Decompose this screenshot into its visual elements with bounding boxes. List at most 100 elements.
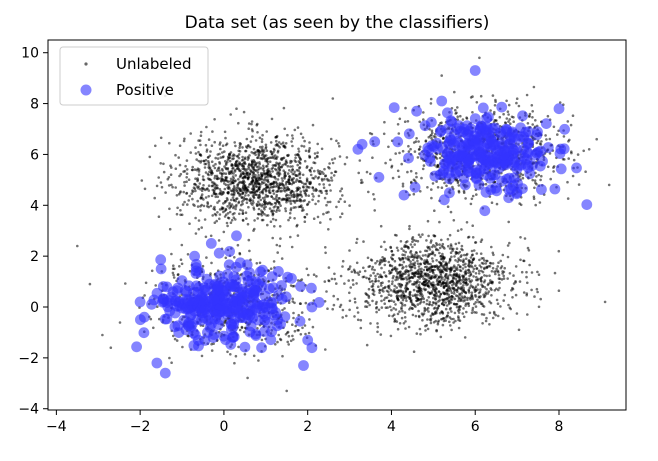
unlabeled-point: [430, 129, 434, 132]
unlabeled-point: [305, 267, 309, 271]
unlabeled-point: [205, 256, 208, 259]
unlabeled-point: [571, 174, 575, 178]
unlabeled-point: [371, 156, 374, 159]
unlabeled-point: [364, 305, 367, 308]
unlabeled-point: [313, 169, 316, 173]
unlabeled-point: [155, 184, 159, 188]
unlabeled-point: [263, 155, 266, 158]
unlabeled-point: [370, 259, 374, 262]
unlabeled-point: [356, 311, 360, 314]
unlabeled-point: [407, 273, 411, 276]
unlabeled-point: [182, 139, 186, 143]
unlabeled-point: [273, 157, 276, 160]
unlabeled-point: [213, 182, 217, 186]
unlabeled-point: [290, 193, 293, 197]
unlabeled-point: [484, 319, 488, 323]
unlabeled-point: [406, 120, 410, 123]
unlabeled-point: [206, 177, 210, 180]
unlabeled-point: [461, 312, 465, 315]
unlabeled-point: [257, 196, 261, 200]
unlabeled-point: [471, 308, 474, 312]
unlabeled-point: [459, 265, 462, 269]
unlabeled-point: [229, 189, 233, 192]
unlabeled-point: [480, 265, 483, 269]
unlabeled-point: [525, 93, 529, 97]
unlabeled-point: [295, 193, 299, 196]
unlabeled-point: [214, 187, 218, 190]
unlabeled-point: [434, 297, 437, 301]
unlabeled-point: [402, 322, 406, 325]
unlabeled-point: [307, 149, 311, 152]
unlabeled-point: [422, 274, 425, 278]
unlabeled-point: [552, 125, 556, 129]
unlabeled-point: [394, 278, 397, 282]
unlabeled-point: [292, 193, 295, 197]
unlabeled-point: [462, 279, 466, 282]
unlabeled-point: [432, 276, 436, 279]
unlabeled-point: [190, 168, 194, 172]
unlabeled-point: [424, 329, 427, 332]
unlabeled-point: [273, 154, 277, 157]
unlabeled-point: [332, 303, 336, 307]
unlabeled-point: [250, 180, 253, 184]
unlabeled-point: [473, 287, 477, 290]
unlabeled-point: [455, 266, 459, 269]
unlabeled-point: [196, 199, 199, 203]
unlabeled-point: [528, 263, 531, 267]
unlabeled-point: [392, 253, 395, 257]
unlabeled-point: [424, 272, 428, 276]
unlabeled-point: [292, 284, 296, 288]
unlabeled-point: [500, 265, 504, 268]
unlabeled-point: [470, 294, 474, 298]
unlabeled-point: [420, 275, 423, 278]
unlabeled-point: [490, 245, 493, 249]
unlabeled-point: [301, 173, 305, 177]
unlabeled-point: [545, 138, 548, 141]
unlabeled-point: [530, 104, 534, 107]
unlabeled-point: [282, 156, 286, 160]
unlabeled-point: [416, 293, 419, 297]
unlabeled-point: [430, 136, 433, 140]
unlabeled-point: [209, 204, 213, 208]
unlabeled-point: [396, 297, 400, 300]
unlabeled-point: [396, 312, 400, 316]
unlabeled-point: [522, 291, 526, 294]
unlabeled-point: [421, 282, 424, 285]
unlabeled-point: [284, 194, 288, 198]
unlabeled-point: [256, 156, 260, 159]
unlabeled-point: [252, 185, 255, 189]
unlabeled-point: [235, 107, 238, 110]
unlabeled-point: [175, 212, 179, 216]
unlabeled-point: [348, 291, 351, 295]
unlabeled-point: [224, 183, 228, 187]
unlabeled-point: [506, 244, 510, 247]
unlabeled-point: [280, 142, 283, 146]
unlabeled-point: [515, 312, 519, 315]
unlabeled-point: [536, 270, 539, 274]
positive-point: [199, 304, 211, 315]
unlabeled-point: [400, 316, 404, 320]
unlabeled-point: [540, 174, 543, 178]
unlabeled-point: [197, 159, 201, 163]
positive-point: [409, 181, 421, 193]
unlabeled-point: [520, 270, 524, 274]
unlabeled-point: [412, 238, 416, 242]
unlabeled-point: [448, 233, 452, 237]
unlabeled-point: [501, 317, 505, 320]
unlabeled-point: [293, 217, 296, 220]
unlabeled-point: [266, 185, 269, 189]
unlabeled-point: [259, 198, 263, 202]
unlabeled-point: [333, 272, 336, 276]
unlabeled-point: [217, 167, 220, 170]
unlabeled-point: [384, 248, 388, 251]
unlabeled-point: [209, 150, 212, 153]
positive-point: [524, 168, 536, 180]
positive-point: [434, 169, 446, 181]
unlabeled-point: [414, 172, 418, 175]
unlabeled-point: [355, 261, 359, 265]
unlabeled-point: [247, 127, 250, 130]
unlabeled-point: [431, 252, 434, 256]
unlabeled-point: [172, 273, 175, 277]
unlabeled-point: [472, 258, 475, 262]
unlabeled-point: [264, 165, 268, 168]
